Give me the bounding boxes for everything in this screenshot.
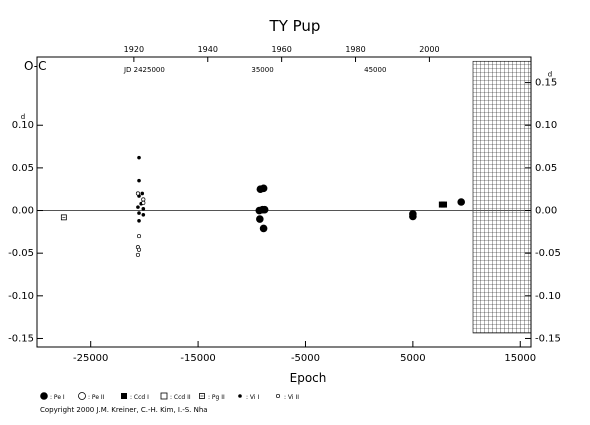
legend-label-ccd2: : Ccd II: [170, 394, 191, 401]
point-vi2: [136, 234, 142, 239]
legend-label-pg2: : Pg II: [208, 394, 225, 401]
right-tick-label: -0.15: [535, 333, 561, 344]
right-day-mark: d: [548, 71, 552, 79]
left-day-mark: d: [21, 113, 25, 121]
year-tick-label: 1980: [345, 45, 365, 54]
legend-marker-pg2: [199, 393, 205, 399]
year-tick-label: 1940: [198, 45, 218, 54]
x-tick-label: -5000: [291, 353, 320, 364]
left-tick-label: 0.05: [12, 163, 34, 174]
legend-marker-pe2: [78, 392, 86, 400]
chart-title: TY Pup: [269, 17, 321, 35]
point-vi1: [137, 178, 141, 183]
right-tick-label: 0.05: [535, 163, 557, 174]
x-tick-label: 15000: [504, 353, 536, 364]
legend-marker-pe1: [40, 392, 48, 400]
x-tick-label: 5000: [400, 353, 425, 364]
future-hatched-region: [472, 60, 532, 334]
point-vi1: [137, 211, 141, 215]
point-vi1: [141, 212, 146, 217]
legend-label-ccd1: : Ccd I: [130, 394, 149, 401]
jd-label: 35000: [251, 66, 273, 74]
legend: : Pe I : Pe II : Ccd I : Ccd II : Pg II : Vi …: [40, 392, 299, 401]
x-tick-label: -15000: [180, 353, 215, 364]
year-tick-label: 2000: [419, 45, 439, 54]
legend-label-pe1: : Pe I: [50, 394, 65, 401]
jd-label: JD 2425000: [123, 66, 165, 74]
legend-label-vi2: : Vi II: [284, 394, 299, 401]
point-pg2: [60, 214, 67, 221]
point-vi1: [137, 218, 141, 223]
point-vi1: [136, 205, 140, 209]
point-vi2: [135, 252, 140, 257]
point-pe1: [260, 205, 269, 214]
left-tick-label: 0.00: [12, 206, 34, 217]
hatch-rect: [472, 60, 532, 334]
legend-marker-vi2: [275, 393, 281, 399]
point-vi1: [141, 207, 146, 211]
right-tick-label: 0.00: [535, 206, 557, 217]
frame-rect: [36, 56, 532, 348]
point-vi2: [141, 197, 146, 202]
legend-label-pe2: : Pe II: [88, 394, 105, 401]
legend-label-vi1: : Vi I: [246, 394, 259, 401]
x-axis-label: Epoch: [290, 371, 327, 385]
left-tick-label: -0.15: [8, 333, 34, 344]
right-tick-label: 0.10: [535, 120, 557, 131]
jd-label: 45000: [364, 66, 386, 74]
point-vi1: [140, 191, 145, 196]
right-tick-label: -0.05: [535, 248, 561, 259]
left-tick-label: -0.05: [8, 248, 34, 259]
left-tick-label: -0.10: [8, 291, 34, 302]
point-pe1: [259, 184, 268, 193]
copyright-note: Copyright 2000 J.M. Kreiner, C.-H. Kim, …: [40, 406, 208, 414]
point-pe1: [409, 212, 417, 221]
plot-frame: [36, 56, 532, 348]
point-vi2: [136, 247, 142, 252]
legend-marker-ccd2: [160, 392, 168, 400]
x-tick-label: -25000: [73, 353, 108, 364]
point-pe1: [457, 198, 465, 206]
y-axis-label: O-C: [24, 59, 47, 73]
point-vi2: [135, 191, 140, 196]
year-tick-label: 1920: [124, 45, 144, 54]
left-tick-label: 0.10: [12, 120, 34, 131]
data-points: [60, 155, 465, 257]
left-y-axis: -0.15 -0.10 -0.05 0.00 0.05 0.10d: [8, 113, 43, 344]
jd-labels: JD 2425000 35000 45000: [123, 66, 386, 74]
point-pe1: [259, 224, 268, 233]
x-axis: -25000 -15000 -5000 5000 15000: [73, 341, 536, 364]
right-tick-label: 0.15: [535, 78, 557, 89]
top-year-axis: 1920 1940 1960 1980 2000: [124, 45, 440, 62]
point-vi2: [141, 200, 146, 205]
legend-marker-vi1: [238, 394, 242, 398]
point-ccd1: [441, 201, 448, 208]
right-tick-label: -0.10: [535, 291, 561, 302]
year-tick-label: 1960: [271, 45, 291, 54]
point-vi1: [137, 155, 141, 160]
point-pe1: [256, 215, 264, 223]
right-y-axis: -0.15 -0.10 -0.05 0.00 0.05 0.10 0.15d: [525, 71, 561, 344]
legend-marker-ccd1: [121, 393, 127, 399]
